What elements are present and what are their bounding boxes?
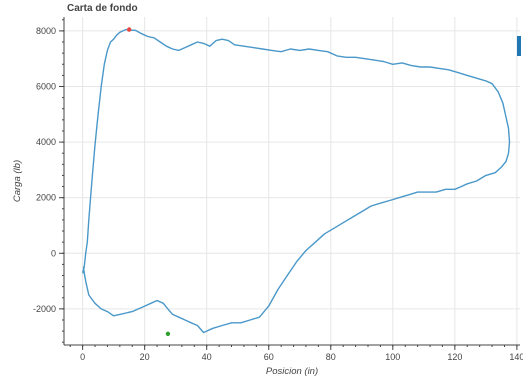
y-tick-label: 6000 <box>36 81 56 91</box>
min-point-marker <box>165 331 171 337</box>
y-tick-label: 0 <box>51 248 56 258</box>
y-axis-label: Carga (lb) <box>12 160 23 202</box>
y-tick-label: 8000 <box>36 26 56 36</box>
axis-layer <box>63 17 520 346</box>
y-tick-label: -2000 <box>33 304 56 314</box>
tick-layer: 0 20 40 60 80 100 120 140 -2000 0 2000 4000 6000 8000 <box>33 19 523 362</box>
x-axis-label: Posicion (in) <box>266 366 318 377</box>
series-layer <box>81 28 511 334</box>
x-tick-label: 100 <box>385 352 400 362</box>
x-tick-label: 40 <box>202 352 212 362</box>
legend-marker[interactable] <box>517 36 521 56</box>
y-tick-label: 4000 <box>36 137 56 147</box>
chart-title: Carta de fondo <box>67 3 138 14</box>
marker-layer <box>126 27 171 337</box>
max-point-marker <box>126 27 132 32</box>
grid-layer <box>64 17 520 345</box>
x-tick-label: 140 <box>509 352 523 362</box>
x-tick-label: 60 <box>264 352 274 362</box>
x-tick-label: 0 <box>80 352 85 362</box>
y-tick-label: 2000 <box>36 193 56 203</box>
x-tick-label: 120 <box>447 352 462 362</box>
x-tick-label: 20 <box>140 352 150 362</box>
series-line <box>81 28 511 334</box>
x-tick-label: 80 <box>326 352 336 362</box>
